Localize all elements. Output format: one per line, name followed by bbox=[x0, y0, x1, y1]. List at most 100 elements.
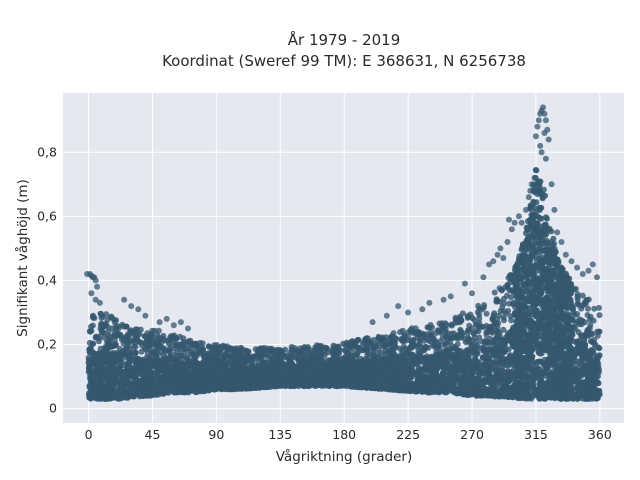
data-point bbox=[574, 296, 581, 303]
chart-subtitle: Koordinat (Sweref 99 TM): E 368631, N 62… bbox=[162, 52, 526, 70]
data-point bbox=[389, 339, 396, 346]
data-point bbox=[160, 345, 167, 352]
data-point bbox=[491, 310, 498, 317]
data-point bbox=[473, 327, 480, 334]
data-point bbox=[474, 322, 481, 329]
data-point bbox=[329, 349, 336, 356]
data-point bbox=[587, 313, 594, 320]
data-point bbox=[111, 319, 118, 326]
data-point bbox=[165, 389, 172, 396]
data-point bbox=[355, 336, 362, 343]
data-point bbox=[131, 343, 137, 350]
data-point bbox=[86, 328, 93, 335]
data-point bbox=[499, 287, 505, 294]
data-point bbox=[574, 291, 581, 298]
data-point bbox=[390, 330, 397, 337]
data-point bbox=[476, 334, 483, 341]
data-point bbox=[312, 346, 319, 353]
data-point bbox=[166, 347, 172, 354]
data-point bbox=[596, 304, 602, 311]
data-point bbox=[127, 327, 134, 334]
data-point bbox=[86, 339, 93, 346]
data-point bbox=[226, 345, 233, 352]
data-point bbox=[448, 330, 455, 337]
data-point bbox=[596, 352, 603, 359]
data-point bbox=[483, 310, 490, 317]
data-point bbox=[496, 312, 503, 319]
data-point bbox=[221, 343, 228, 350]
data-point bbox=[504, 292, 510, 299]
data-point bbox=[590, 340, 597, 346]
data-point bbox=[467, 311, 474, 318]
data-point bbox=[87, 346, 94, 353]
data-point bbox=[168, 354, 175, 361]
data-point bbox=[95, 338, 102, 345]
data-point bbox=[273, 353, 280, 360]
data-point bbox=[299, 349, 306, 356]
data-point bbox=[427, 332, 434, 339]
data-point bbox=[500, 314, 507, 321]
data-point bbox=[312, 353, 319, 359]
scatter-points bbox=[84, 104, 603, 402]
data-point bbox=[193, 343, 200, 349]
data-point bbox=[420, 333, 427, 340]
data-point bbox=[138, 339, 145, 346]
data-point bbox=[222, 351, 229, 357]
data-point bbox=[420, 347, 427, 354]
data-point bbox=[155, 334, 162, 341]
data-point bbox=[288, 346, 295, 353]
data-point bbox=[135, 332, 141, 338]
data-point bbox=[479, 306, 486, 313]
data-point bbox=[375, 333, 382, 340]
data-point bbox=[286, 355, 293, 362]
data-point bbox=[457, 333, 464, 340]
data-point bbox=[397, 345, 403, 352]
data-point bbox=[132, 349, 139, 356]
data-point bbox=[104, 316, 111, 323]
data-point bbox=[345, 343, 352, 350]
data-point bbox=[465, 327, 472, 334]
data-point bbox=[145, 343, 152, 350]
data-point bbox=[476, 315, 483, 322]
data-point bbox=[359, 340, 366, 347]
data-point bbox=[506, 300, 513, 307]
data-point bbox=[213, 342, 220, 348]
data-point bbox=[399, 327, 406, 334]
data-point bbox=[330, 342, 337, 349]
data-point bbox=[585, 296, 592, 303]
data-point bbox=[138, 348, 145, 355]
data-point bbox=[494, 328, 501, 335]
data-point bbox=[506, 287, 513, 294]
data-point bbox=[482, 337, 489, 344]
data-point bbox=[469, 375, 476, 381]
data-point bbox=[152, 348, 159, 355]
data-point bbox=[160, 332, 167, 339]
data-point bbox=[277, 348, 284, 355]
data-point bbox=[107, 343, 113, 350]
data-point bbox=[596, 328, 603, 335]
data-point bbox=[199, 348, 206, 355]
data-point bbox=[151, 327, 158, 334]
data-point bbox=[375, 351, 382, 358]
data-point bbox=[305, 344, 312, 350]
data-point bbox=[255, 348, 261, 355]
data-point bbox=[500, 308, 507, 315]
data-point bbox=[507, 272, 514, 278]
data-point bbox=[100, 323, 107, 330]
data-point bbox=[382, 347, 389, 354]
data-point bbox=[299, 356, 306, 363]
data-point bbox=[578, 332, 584, 339]
data-point bbox=[177, 342, 183, 348]
data-point bbox=[107, 333, 114, 340]
data-point bbox=[591, 305, 598, 312]
data-point bbox=[370, 336, 377, 343]
data-point bbox=[321, 348, 328, 355]
data-point bbox=[410, 336, 417, 343]
data-point bbox=[370, 346, 377, 352]
data-point bbox=[505, 307, 512, 314]
data-point bbox=[596, 312, 603, 319]
data-point bbox=[248, 355, 255, 362]
data-point bbox=[335, 349, 342, 356]
data-point bbox=[483, 332, 490, 338]
data-point bbox=[425, 324, 432, 331]
